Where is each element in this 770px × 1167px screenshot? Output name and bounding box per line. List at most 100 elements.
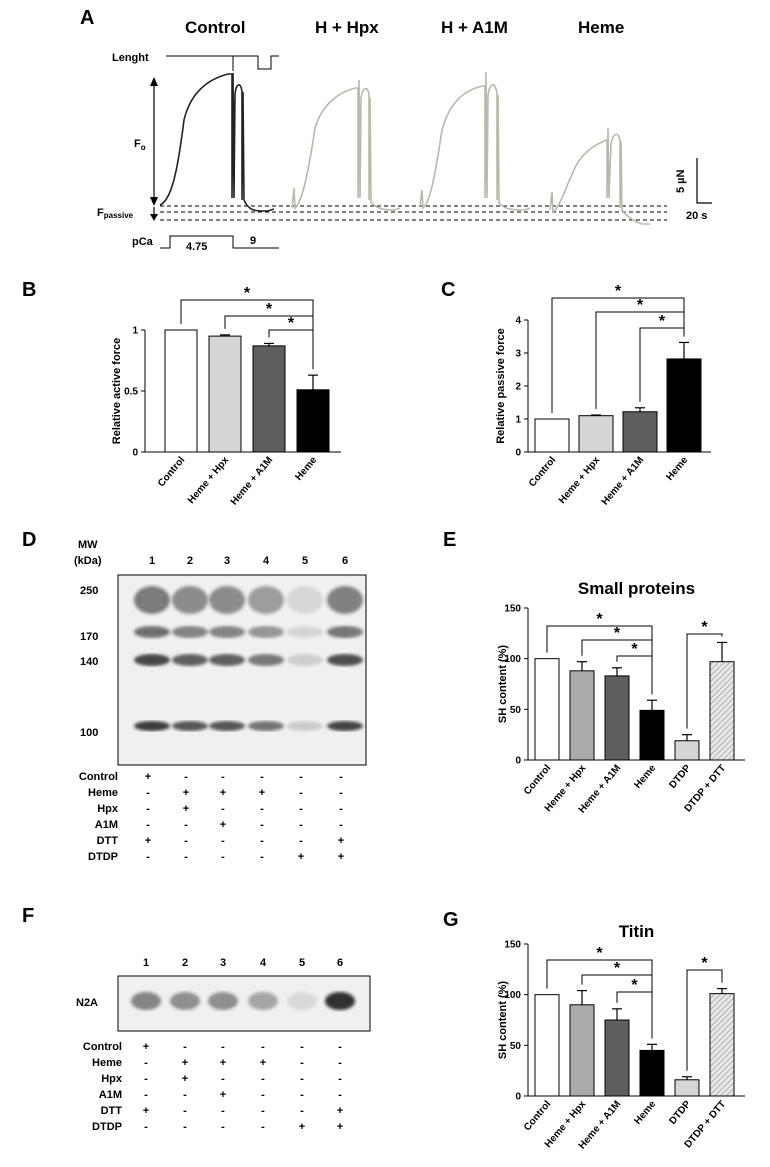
panel-label-c: C: [441, 279, 455, 301]
condition-mark: -: [338, 1089, 342, 1101]
significance-bracket: [546, 959, 653, 1039]
lane-number: 1: [143, 957, 149, 969]
condition-row-label: A1M: [99, 1089, 122, 1101]
significance-bracket: [616, 655, 653, 695]
bar: [252, 345, 286, 453]
bar: [296, 389, 330, 453]
n2a-band-label: N2A: [76, 997, 98, 1009]
condition-label-control: Control: [185, 18, 245, 37]
force-trace-heme: [549, 127, 650, 225]
condition-mark: -: [184, 819, 188, 831]
gel-band: [134, 626, 170, 638]
bar: [639, 1049, 665, 1097]
y-tick-label: 0: [515, 756, 521, 767]
gel-bands-small-proteins: [134, 586, 363, 731]
condition-mark: +: [260, 1057, 266, 1069]
lane-number: 4: [260, 957, 267, 969]
gel-band: [248, 992, 278, 1010]
gel-band: [325, 992, 355, 1010]
mw-unit: (kDa): [74, 555, 102, 567]
gel-band: [209, 721, 245, 731]
fo-arrowhead-down: [150, 197, 158, 206]
condition-mark: +: [183, 787, 189, 799]
condition-mark: -: [183, 1089, 187, 1101]
condition-row-label: Heme: [92, 1057, 122, 1069]
condition-mark: -: [299, 787, 303, 799]
gel-band: [287, 626, 323, 638]
y-tick-label: 0: [132, 448, 138, 459]
mw-title: MW: [78, 539, 98, 551]
gel-band: [287, 586, 323, 614]
category-label: Heme: [632, 763, 658, 791]
category-label: DTDP: [667, 763, 693, 791]
category-label: Control: [527, 455, 558, 489]
category-label: DTDP: [667, 1099, 693, 1127]
lane-number: 1: [149, 555, 155, 567]
gel-band: [327, 586, 363, 614]
pca-value-activating: 4.75: [186, 241, 207, 253]
category-label: Heme: [664, 455, 690, 483]
condition-mark: -: [299, 819, 303, 831]
condition-mark: -: [221, 835, 225, 847]
lane-number: 4: [263, 555, 270, 567]
panel-label-f: F: [22, 905, 34, 927]
condition-mark: +: [182, 1073, 188, 1085]
chart-small-proteins-sh-content: Small proteins 0 50 100 150 SH content (%) Con…: [497, 579, 745, 815]
bar: [674, 1079, 700, 1097]
condition-mark: +: [220, 819, 226, 831]
force-traces-panel: Control H + Hpx H + A1M Heme Lenght Fo F…: [97, 18, 712, 253]
condition-mark: +: [299, 1121, 305, 1133]
gel-band: [131, 992, 161, 1010]
condition-mark: -: [146, 851, 150, 863]
category-label: Heme + A1M: [600, 455, 647, 508]
lane-number: 5: [302, 555, 308, 567]
y-tick-label: 1: [132, 326, 138, 337]
significance-bracket: [639, 327, 685, 402]
force-trace-heme-a1m: [419, 71, 531, 211]
panel-label-b: B: [22, 279, 36, 301]
y-tick-label: 150: [504, 940, 521, 951]
gel-band: [248, 626, 284, 638]
gel-band: [172, 626, 208, 638]
condition-label-heme-hpx: H + Hpx: [315, 18, 379, 37]
gel-band: [287, 654, 323, 666]
chart-title: Small proteins: [578, 579, 695, 598]
gel-band: [287, 721, 323, 731]
condition-mark: +: [220, 787, 226, 799]
significance-star: *: [614, 625, 621, 642]
gel-band: [172, 654, 208, 666]
scale-bar-time-label: 20 s: [686, 210, 707, 222]
condition-row-label: Hpx: [97, 803, 119, 815]
fo-label: Fo: [134, 138, 146, 152]
condition-row-label: A1M: [95, 819, 118, 831]
condition-mark: +: [338, 851, 344, 863]
panel-label-g: G: [443, 909, 459, 931]
category-label: Control: [522, 763, 553, 797]
y-tick-label: 4: [515, 316, 521, 327]
y-tick-label: 150: [504, 604, 521, 615]
length-label: Lenght: [112, 52, 149, 64]
condition-mark: -: [183, 1105, 187, 1117]
condition-mark: -: [300, 1089, 304, 1101]
condition-mark: +: [220, 1089, 226, 1101]
significance-star: *: [701, 619, 708, 636]
condition-mark: -: [299, 835, 303, 847]
category-label: Control: [156, 455, 187, 489]
condition-mark: -: [221, 803, 225, 815]
condition-mark: -: [261, 1121, 265, 1133]
condition-mark: -: [221, 1121, 225, 1133]
condition-mark: +: [298, 851, 304, 863]
gel-band: [248, 654, 284, 666]
bar: [639, 709, 665, 761]
condition-row-label: DTDP: [88, 851, 118, 863]
condition-row-label: Control: [83, 1041, 122, 1053]
condition-mark: -: [146, 803, 150, 815]
condition-row-label: Heme: [88, 787, 118, 799]
condition-mark: -: [338, 1073, 342, 1085]
category-label: Control: [522, 1099, 553, 1133]
condition-mark: -: [144, 1073, 148, 1085]
condition-mark: +: [143, 1105, 149, 1117]
bar: [164, 329, 198, 453]
condition-mark: -: [339, 803, 343, 815]
lane-number: 2: [182, 957, 188, 969]
